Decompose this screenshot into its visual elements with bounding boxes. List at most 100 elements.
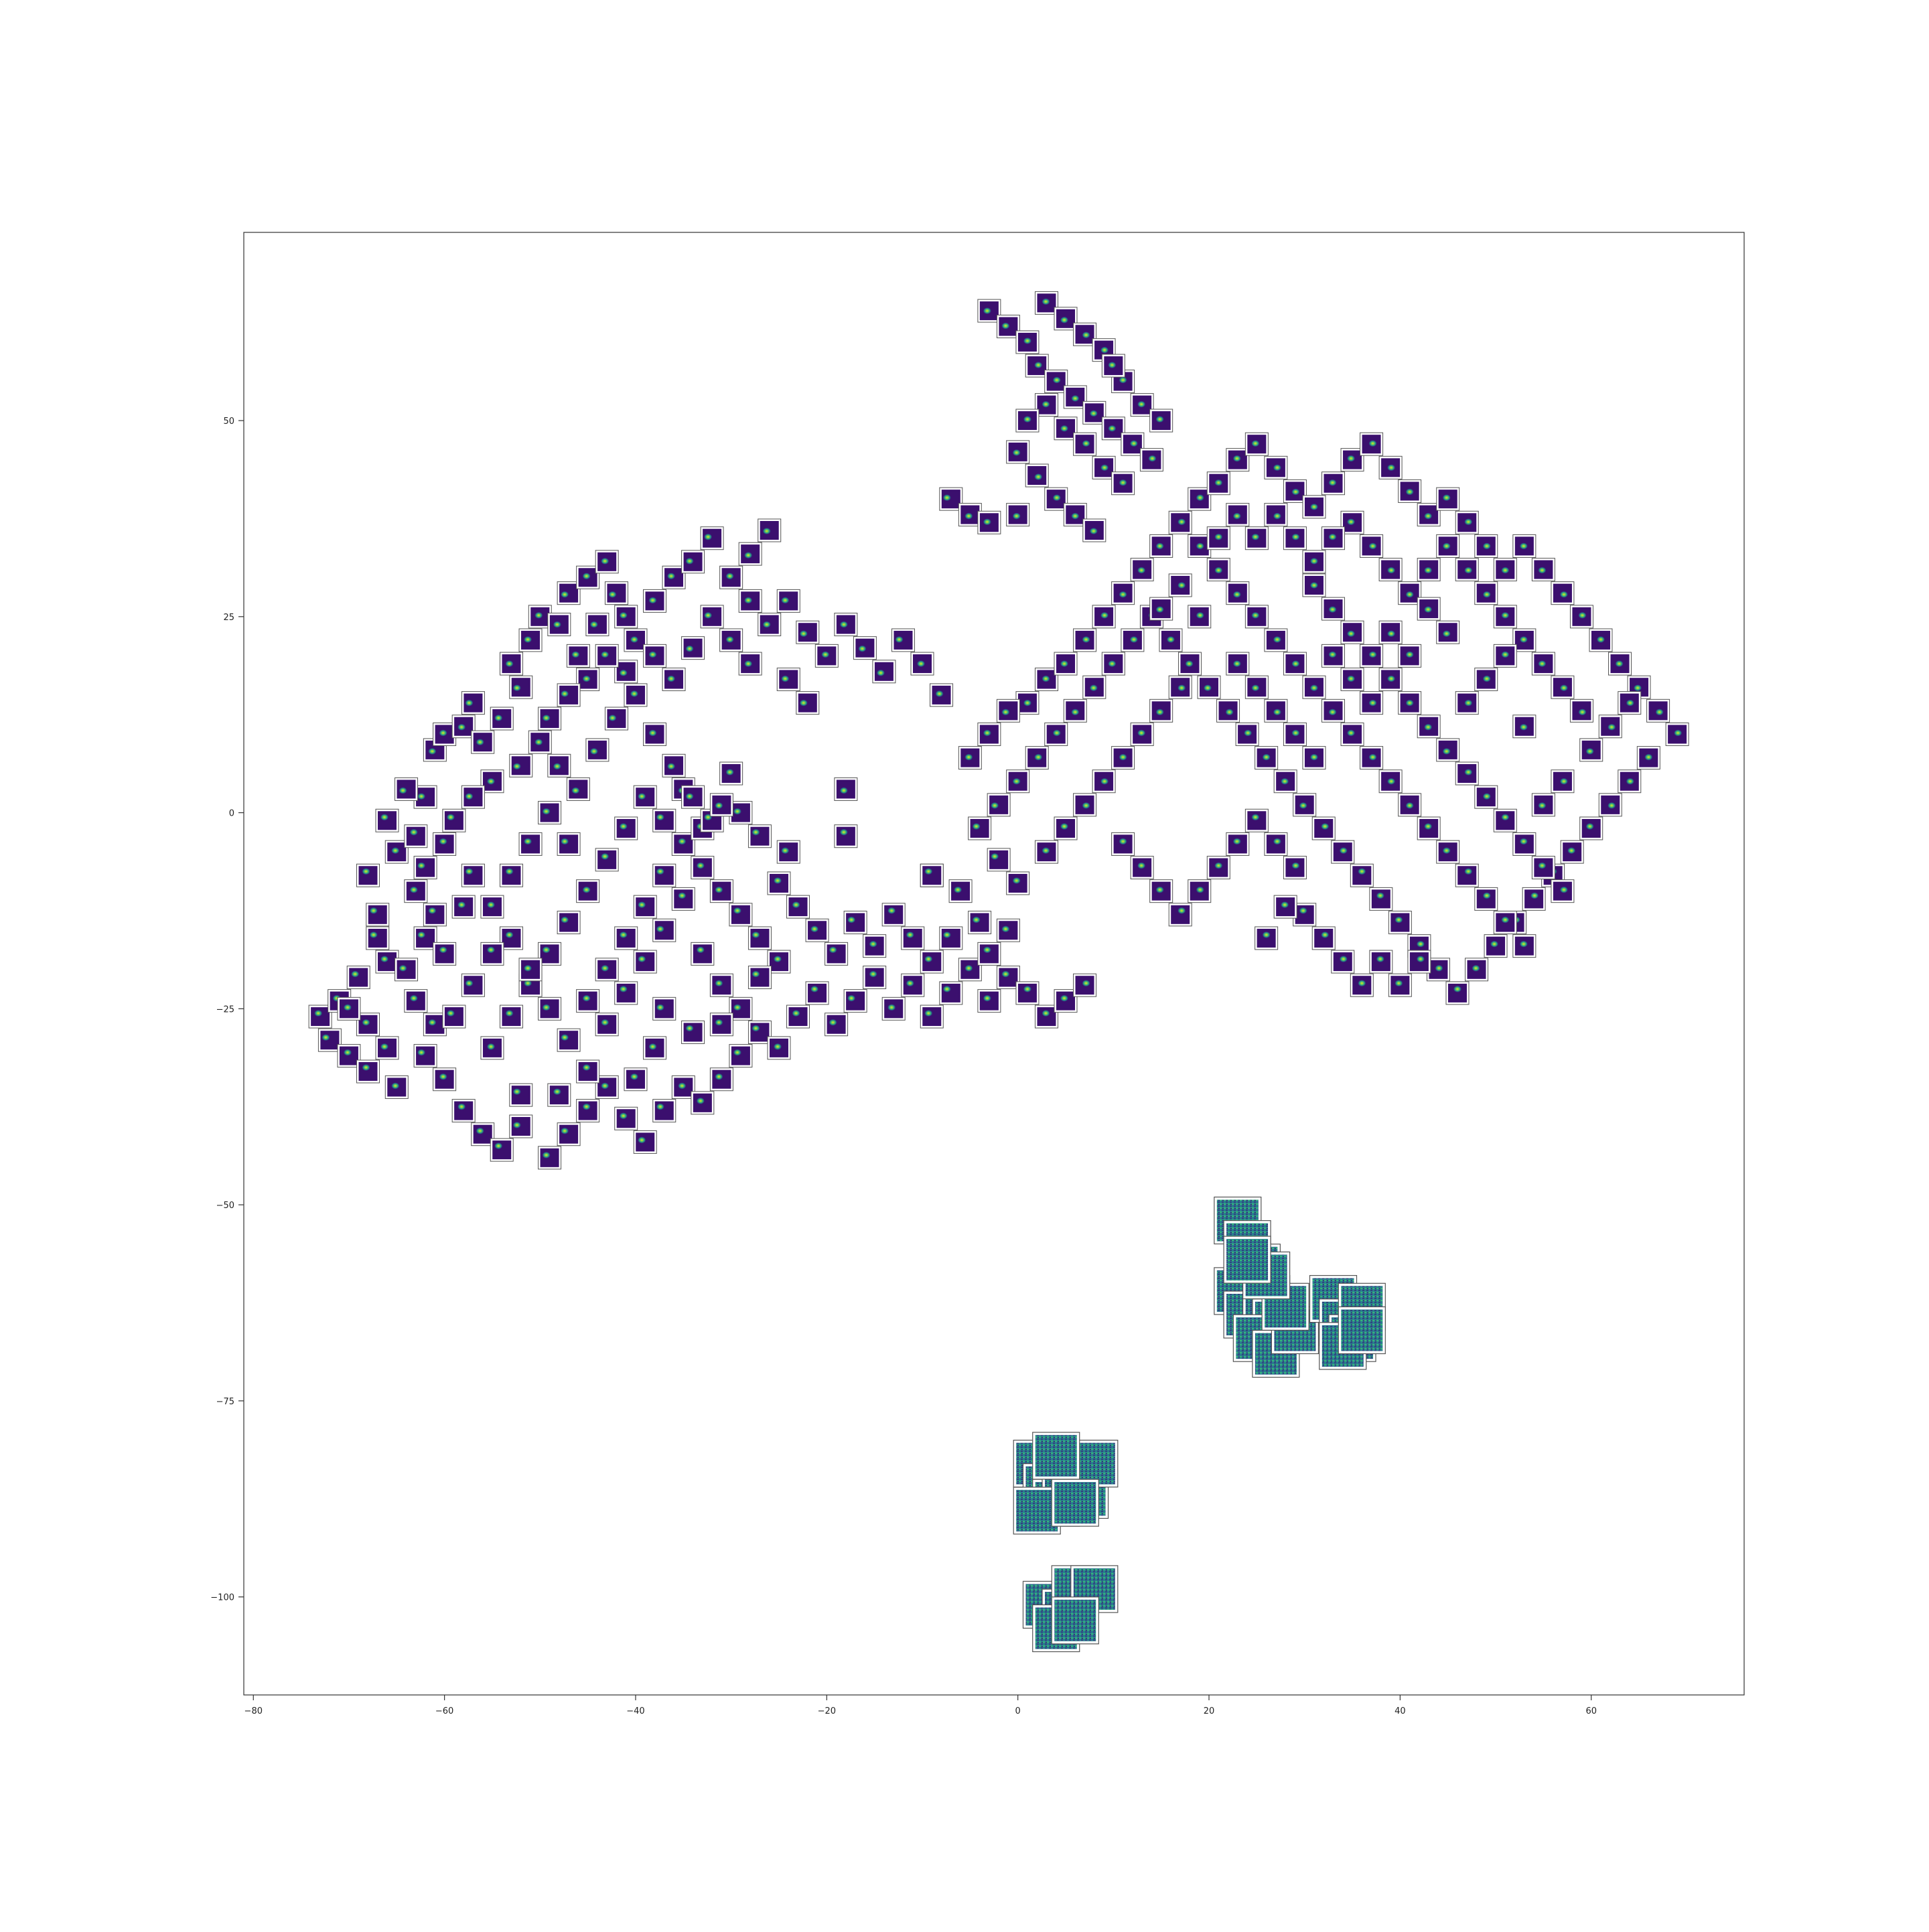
thumbnail-point — [1589, 628, 1613, 652]
thumbnail-point — [825, 1013, 849, 1037]
thumbnail-point — [471, 1122, 495, 1146]
thumbnail-point — [1493, 808, 1517, 832]
thumbnail-point — [1092, 455, 1116, 479]
thumbnail-point — [863, 934, 887, 958]
thumbnail-point — [805, 918, 829, 942]
thumbnail-point — [1073, 432, 1097, 456]
thumbnail-point — [1436, 534, 1460, 558]
y-tick-label: 0 — [229, 809, 234, 819]
thumbnail-point — [1255, 746, 1279, 770]
x-axis: −80 −60 −40 −20 0 20 40 60 — [244, 1695, 1597, 1716]
thumbnail-point — [881, 903, 906, 927]
thumbnail-point — [1264, 455, 1288, 479]
thumbnail-point — [747, 965, 772, 989]
thumbnail-point — [767, 1036, 791, 1060]
thumbnail-point — [691, 856, 715, 880]
thumbnail-point — [709, 879, 733, 903]
y-tick-label: −75 — [216, 1397, 234, 1407]
thumbnail-point — [509, 675, 533, 699]
thumbnail-point — [1551, 675, 1575, 699]
thumbnail-point — [499, 863, 523, 887]
thumbnail-point — [566, 777, 590, 801]
thumbnail-point — [1378, 620, 1403, 644]
thumbnail-point — [681, 785, 705, 809]
thumbnail-point — [709, 793, 733, 817]
thumbnail-point — [1321, 597, 1345, 621]
thumbnail-point — [1283, 856, 1307, 880]
cluster-outlier-center — [834, 824, 944, 887]
thumbnail-point — [1436, 738, 1460, 762]
thumbnail-point — [1474, 581, 1498, 605]
thumbnail-point — [461, 973, 485, 997]
thumbnail-point — [1034, 291, 1058, 315]
thumbnail-point — [747, 824, 772, 848]
thumbnail-point — [471, 730, 495, 754]
thumbnail-point — [1264, 628, 1288, 652]
thumbnail-point — [834, 613, 858, 637]
thumbnail-point — [1531, 558, 1555, 582]
thumbnail-point — [681, 1020, 705, 1044]
thumbnail-point — [1044, 722, 1068, 746]
thumbnail-point — [1206, 856, 1230, 880]
thumbnail-point — [1417, 715, 1441, 739]
thumbnail-point — [719, 565, 743, 589]
thumbnail-point — [1369, 887, 1393, 911]
thumbnail-point — [1474, 887, 1498, 911]
thumbnail-point — [1579, 738, 1603, 762]
thumbnail-point — [633, 1130, 657, 1154]
thumbnail-point — [1073, 628, 1097, 652]
thumbnail-point — [747, 1020, 772, 1044]
thumbnail-point — [776, 840, 800, 864]
thumbnail-point — [1531, 856, 1555, 880]
thumbnail-point — [747, 926, 772, 950]
y-axis: 50 25 0 −25 −50 −75 −100 — [210, 417, 244, 1603]
thumbnail-point — [1417, 503, 1441, 527]
thumbnail-point — [366, 926, 390, 950]
thumbnail-point — [1551, 581, 1575, 605]
x-tick-label: −20 — [818, 1706, 836, 1716]
thumbnail-point — [671, 832, 695, 856]
thumbnail-point — [633, 950, 657, 974]
thumbnail-point — [1121, 628, 1145, 652]
thumbnail-point — [1034, 1005, 1058, 1029]
thumbnail-point — [1360, 644, 1384, 668]
thumbnail-point — [433, 942, 457, 966]
thumbnail-point — [805, 981, 829, 1005]
thumbnail-point — [1034, 840, 1058, 864]
thumbnail-point — [920, 950, 944, 974]
thumbnail-point — [977, 942, 1001, 966]
thumbnail-point — [375, 808, 399, 832]
thumbnail-point — [395, 777, 419, 801]
thumbnail-point — [576, 667, 600, 691]
thumbnail-point — [996, 315, 1020, 339]
thumbnail-point — [1474, 667, 1498, 691]
thumbnail-point — [509, 1114, 533, 1138]
thumbnail-point — [1598, 715, 1622, 739]
thumbnail-point — [1092, 605, 1116, 629]
thumbnail-point — [948, 879, 973, 903]
thumbnail-point — [1512, 534, 1537, 558]
thumbnail-point — [1216, 698, 1240, 723]
thumbnail-point — [538, 1146, 562, 1170]
thumbnail-point — [1398, 793, 1422, 817]
thumbnail-point — [1006, 503, 1030, 527]
cluster-right-main — [958, 432, 1689, 1005]
thumbnail-point — [1398, 644, 1422, 668]
thumbnail-point — [461, 785, 485, 809]
thumbnail-point — [1618, 769, 1642, 794]
thumbnail-point — [1608, 652, 1632, 676]
x-tick-label: −80 — [244, 1706, 263, 1716]
thumbnail-point — [1551, 769, 1575, 794]
thumbnail-point — [547, 753, 571, 777]
thumbnail-point — [729, 996, 753, 1021]
thumbnail-point — [1569, 605, 1593, 629]
thumbnail-point — [643, 1036, 667, 1060]
thumbnail-point — [987, 793, 1011, 817]
thumbnail-point — [1101, 354, 1125, 378]
thumbnail-point — [595, 848, 619, 872]
thumbnail-point — [413, 926, 437, 950]
thumbnail-point — [1226, 503, 1250, 527]
thumbnail-point — [767, 950, 791, 974]
thumbnail-point — [1130, 558, 1154, 582]
thumbnail-point — [1302, 675, 1326, 699]
